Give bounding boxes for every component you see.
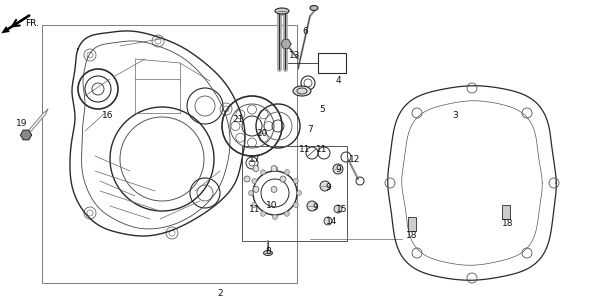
- Circle shape: [307, 201, 317, 211]
- Bar: [318, 53, 346, 73]
- Text: 16: 16: [102, 111, 114, 120]
- Ellipse shape: [310, 5, 318, 11]
- Ellipse shape: [293, 86, 311, 96]
- Text: 2: 2: [217, 288, 223, 297]
- Circle shape: [334, 205, 342, 213]
- Circle shape: [284, 170, 290, 175]
- Circle shape: [333, 164, 343, 174]
- Ellipse shape: [275, 8, 289, 14]
- Text: 21: 21: [232, 114, 244, 123]
- Polygon shape: [21, 130, 31, 140]
- Circle shape: [297, 191, 301, 196]
- Text: 13: 13: [289, 51, 301, 61]
- Circle shape: [293, 178, 299, 184]
- Text: 12: 12: [349, 154, 360, 163]
- Text: FR.: FR.: [25, 18, 39, 27]
- Circle shape: [271, 186, 277, 192]
- Circle shape: [271, 166, 277, 172]
- Circle shape: [261, 211, 266, 216]
- Circle shape: [273, 215, 277, 219]
- Text: 7: 7: [307, 125, 313, 134]
- Text: 8: 8: [265, 247, 271, 256]
- Text: 11: 11: [299, 144, 311, 154]
- Polygon shape: [281, 40, 291, 48]
- Circle shape: [252, 178, 257, 184]
- Bar: [242, 146, 347, 241]
- Bar: [42, 25, 297, 283]
- Circle shape: [253, 166, 259, 172]
- Circle shape: [280, 176, 286, 182]
- Text: 5: 5: [319, 104, 325, 113]
- Circle shape: [273, 166, 277, 172]
- Ellipse shape: [264, 250, 273, 256]
- Text: 3: 3: [452, 111, 458, 120]
- Circle shape: [253, 186, 259, 192]
- Text: 11: 11: [249, 204, 261, 213]
- Text: 18: 18: [502, 219, 514, 228]
- Circle shape: [261, 170, 266, 175]
- Text: 10: 10: [266, 201, 278, 210]
- Circle shape: [320, 181, 330, 191]
- Text: 9: 9: [312, 203, 318, 213]
- Text: 18: 18: [407, 231, 418, 240]
- Text: 6: 6: [302, 26, 308, 36]
- Circle shape: [244, 176, 250, 182]
- Circle shape: [284, 211, 290, 216]
- Text: 11: 11: [316, 144, 328, 154]
- Circle shape: [248, 191, 254, 196]
- Text: 15: 15: [336, 204, 348, 213]
- Text: 17: 17: [249, 154, 261, 163]
- Circle shape: [324, 217, 332, 225]
- Text: 19: 19: [17, 119, 28, 128]
- Text: 14: 14: [326, 216, 337, 225]
- Bar: [408, 217, 416, 231]
- FancyArrow shape: [1, 14, 31, 33]
- Circle shape: [252, 203, 257, 207]
- Circle shape: [293, 203, 299, 207]
- Text: 9: 9: [325, 182, 331, 191]
- Text: 9: 9: [335, 165, 341, 173]
- Text: 20: 20: [256, 129, 268, 138]
- Text: 4: 4: [335, 76, 341, 85]
- Bar: [502, 205, 510, 219]
